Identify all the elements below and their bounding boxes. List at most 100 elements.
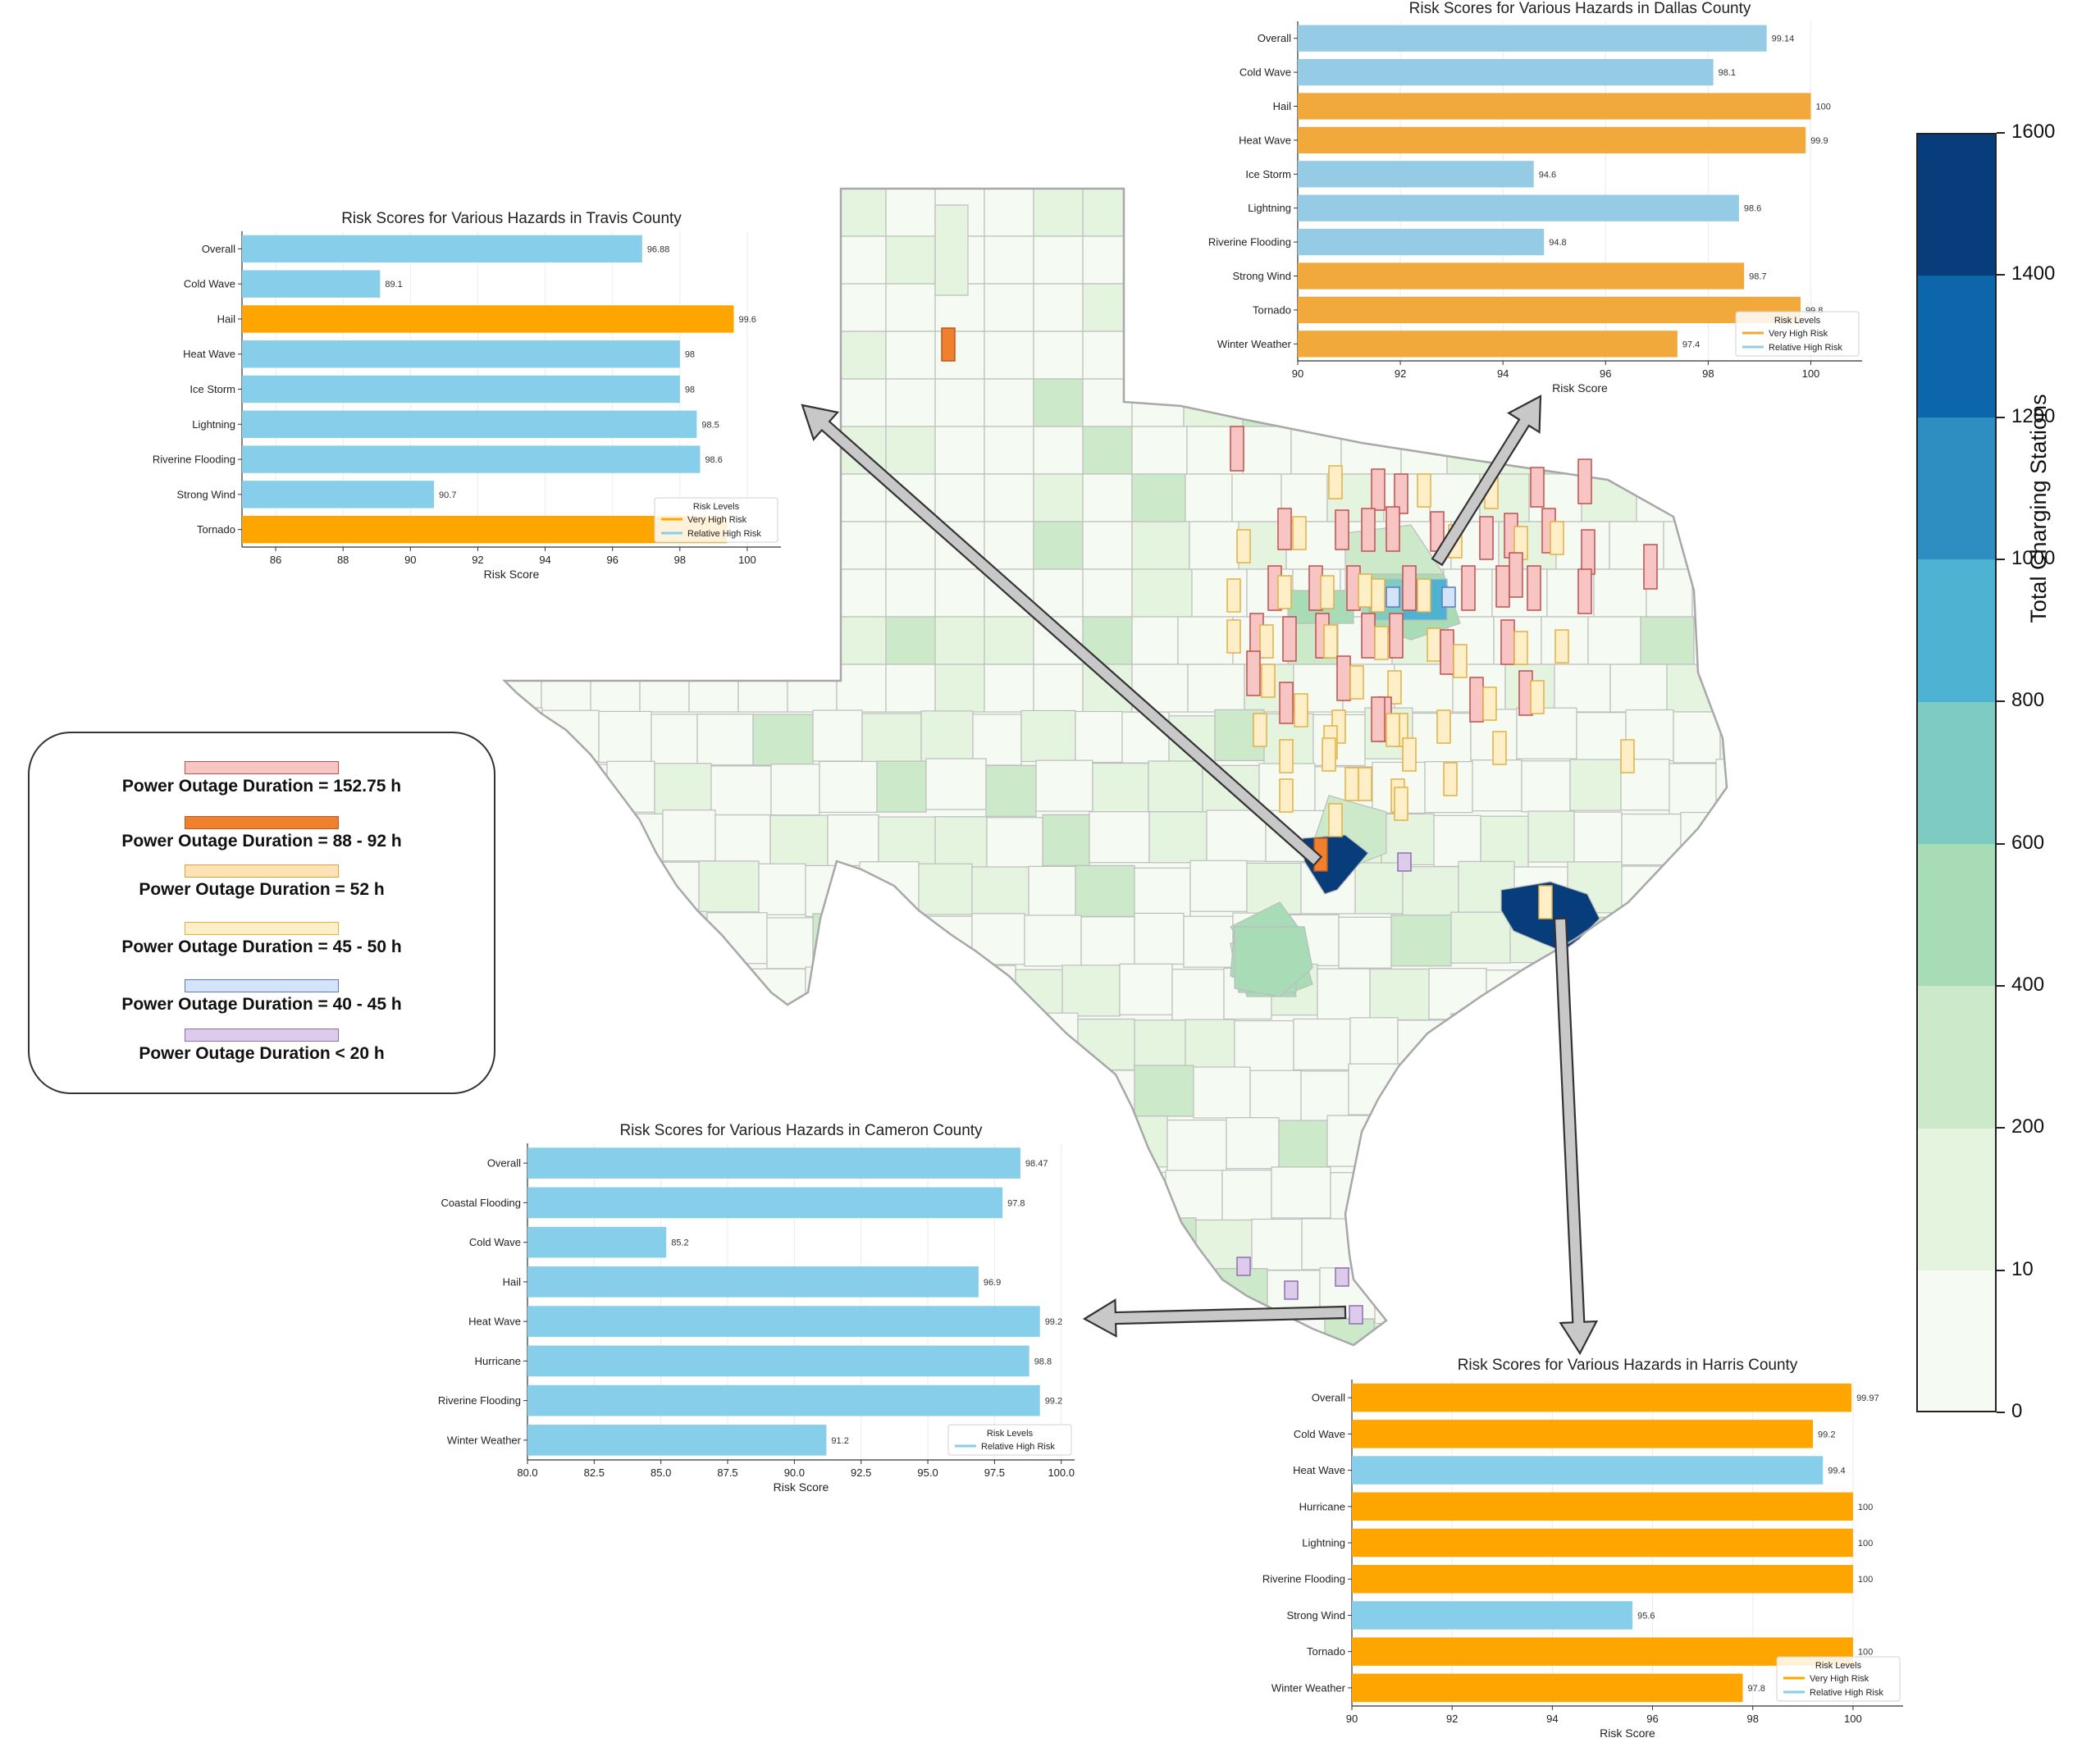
outage-legend-label: Power Outage Duration = 88 - 92 h [121,832,402,851]
outage-marker [1371,578,1386,613]
value-label: 91.2 [831,1436,848,1446]
colorbar-segment [1916,275,1997,418]
colorbar-segment [1916,986,1997,1129]
value-label: 100 [1858,1503,1873,1512]
category-label: Riverine Flooding [1262,1573,1345,1585]
x-tick-label: 87.5 [717,1466,737,1479]
x-tick-label: 94 [539,554,550,566]
bar-hurricane [1352,1492,1853,1521]
value-label: 98.47 [1025,1159,1048,1169]
value-label: 85.2 [671,1238,688,1248]
outage-marker [1226,578,1241,613]
x-tick-label: 94 [1546,1713,1558,1725]
bar-riverine-flooding [1352,1564,1853,1594]
x-tick-label: 100 [1802,367,1820,380]
bar-overall [1352,1383,1852,1412]
bar-ice-storm [242,375,680,404]
x-axis-label: Risk Score [484,568,540,581]
outage-marker [1436,709,1451,744]
outage-marker [1441,586,1456,608]
outage-marker [1577,458,1592,504]
outage-marker [1349,665,1364,700]
outage-legend-swatch [185,816,339,829]
arrow-to-harris [1553,917,1599,1356]
outage-legend-item: Power Outage Duration = 40 - 45 h [30,979,494,1015]
bar-overall [527,1147,1020,1179]
value-label: 100 [1858,1575,1873,1585]
chart-title: Risk Scores for Various Hazards in Dalla… [1409,0,1751,17]
bar-lightning [242,410,697,438]
colorbar-segment [1916,1270,1997,1413]
x-tick-label: 82.5 [584,1466,605,1479]
outage-marker [1550,521,1564,555]
legend-title: Risk Levels [1815,1661,1862,1671]
outage-marker [1417,578,1431,613]
outage-marker [1427,627,1441,662]
value-label: 100 [1815,103,1830,112]
x-tick-label: 95.0 [917,1466,938,1479]
bar-ice-storm [1298,161,1534,188]
outage-marker [1246,650,1261,696]
outage-marker [1279,739,1294,773]
risk-legend: Risk Levels Very High Risk Relative High R… [1735,311,1860,357]
outage-marker [1335,1267,1349,1287]
legend-entry: Relative High Risk [1810,1688,1883,1698]
x-tick-label: 80.0 [517,1466,537,1479]
colorbar-tick-label: 10 [2011,1257,2034,1280]
legend-title: Risk Levels [693,502,740,512]
outage-marker [1226,619,1241,654]
colorbar-title: Total Charging Stations [2026,394,2051,623]
outage-marker [1323,624,1338,659]
outage-legend-item: Power Outage Duration = 52 h [30,864,494,900]
x-axis-label: Risk Score [1552,381,1608,395]
outage-marker [1344,767,1359,801]
category-label: Hail [503,1275,522,1288]
outage-duration-legend: Power Outage Duration = 152.75 h Power Ou… [28,732,495,1094]
outage-marker [1513,631,1528,665]
category-label: Riverine Flooding [153,454,235,466]
category-label: Hail [217,312,236,325]
category-label: Coastal Flooding [441,1197,521,1209]
outage-marker [1538,885,1553,919]
bar-winter-weather [1352,1673,1743,1703]
category-label: Ice Storm [189,383,235,395]
x-tick-label: 100 [1844,1713,1862,1725]
category-label: Heat Wave [468,1316,521,1328]
legend-entry: Very High Risk [1810,1674,1869,1684]
category-label: Hurricane [475,1355,521,1367]
bar-riverine-flooding [1298,228,1545,256]
bar-heat-wave [1298,126,1806,154]
outage-legend-item: Power Outage Duration = 152.75 h [30,761,494,796]
colorbar-tick-label: 800 [2011,689,2045,712]
outage-legend-label: Power Outage Duration = 45 - 50 h [121,937,402,956]
bar-overall [242,235,642,263]
chart-title: Risk Scores for Various Hazards in Harri… [1458,1357,1798,1374]
value-label: 97.8 [1007,1198,1025,1208]
outage-marker [1643,544,1658,590]
category-label: Strong Wind [1232,270,1291,282]
outage-marker [1620,739,1635,773]
outage-marker [1230,426,1244,472]
outage-legend-label: Power Outage Duration = 52 h [139,880,385,899]
bar-tornado [1298,296,1801,324]
outage-marker [1386,713,1400,747]
outage-marker [1495,565,1510,608]
colorbar-tick-label: 1200 [2011,404,2056,427]
x-tick-label: 85.0 [651,1466,671,1479]
bar-coastal-flooding [527,1187,1003,1219]
arrow-to-cameron [1082,1298,1347,1338]
colorbar-segment [1916,133,1997,276]
colorbar-segment [1916,701,1997,845]
outage-marker [1349,1305,1363,1325]
value-label: 98.8 [1034,1357,1052,1366]
x-tick-label: 88 [337,554,349,566]
bar-tornado [1352,1637,1853,1666]
bar-hail [242,305,734,333]
outage-marker [1328,803,1343,837]
x-tick-label: 100 [738,554,756,566]
outage-marker [1277,575,1292,609]
outage-marker [1358,573,1372,608]
outage-marker [1387,670,1402,705]
arrow-to-travis [801,404,1323,867]
outage-legend-label: Power Outage Duration = 40 - 45 h [121,995,402,1014]
